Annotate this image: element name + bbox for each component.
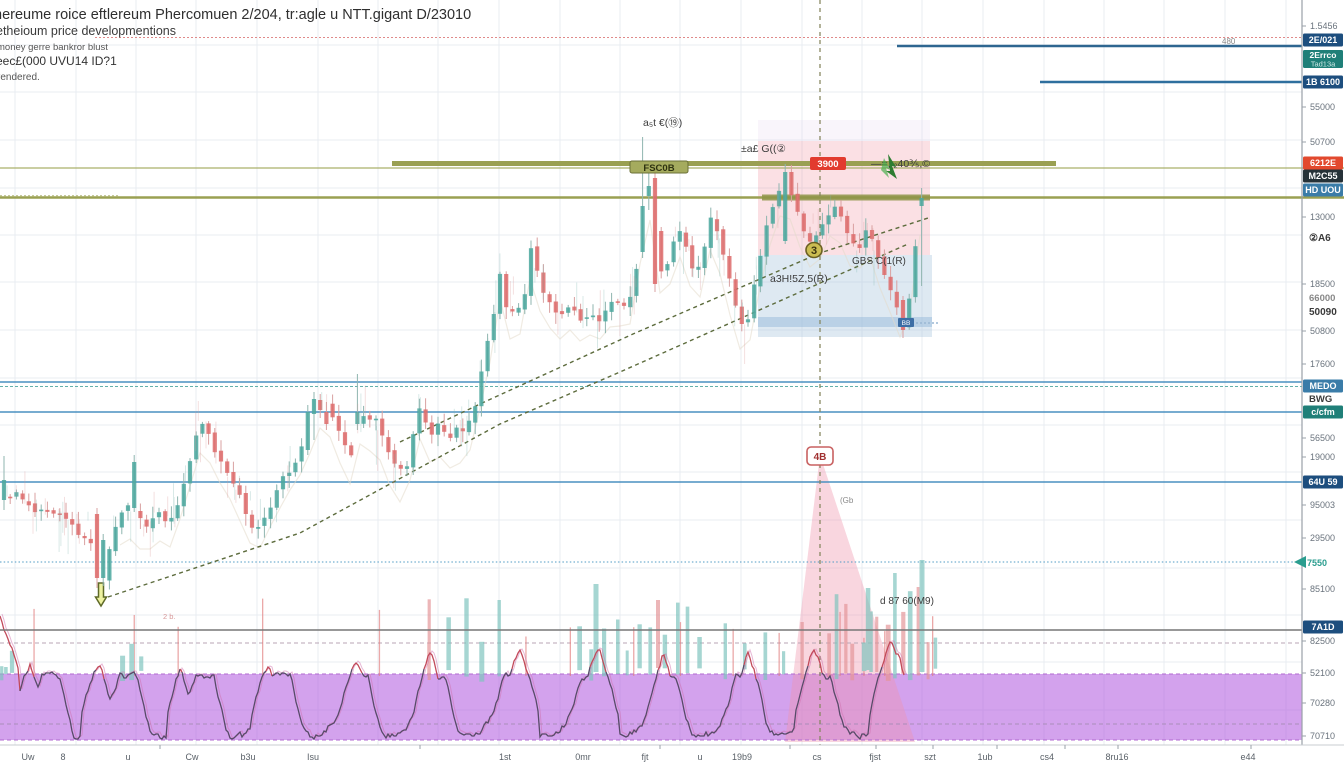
svg-text:13000: 13000 xyxy=(1310,212,1335,222)
svg-text:(Gb: (Gb xyxy=(840,496,854,505)
svg-text:4B: 4B xyxy=(814,452,827,463)
svg-text:u: u xyxy=(125,752,130,762)
svg-text:50700: 50700 xyxy=(1310,137,1335,147)
svg-text:c/cfm: c/cfm xyxy=(1311,407,1335,417)
svg-text:M2C55: M2C55 xyxy=(1308,171,1337,181)
svg-text:3900: 3900 xyxy=(817,159,838,170)
svg-text:52100: 52100 xyxy=(1310,668,1335,678)
svg-text:d 87 60(M9): d 87 60(M9) xyxy=(880,596,934,607)
svg-text:—=, ₂40⅗,©: —=, ₂40⅗,© xyxy=(871,158,930,170)
svg-text:Uw: Uw xyxy=(22,752,35,762)
svg-text:3: 3 xyxy=(811,245,817,257)
svg-text:82500: 82500 xyxy=(1310,636,1335,646)
svg-text:hereume roice eftlereum Pherco: hereume roice eftlereum Phercomuen 2/204… xyxy=(0,7,471,23)
svg-text:a₅t €(⑲): a₅t €(⑲) xyxy=(643,117,682,129)
svg-text:8: 8 xyxy=(60,752,65,762)
svg-text:Cw: Cw xyxy=(186,752,199,762)
svg-text:fjst: fjst xyxy=(869,752,881,762)
svg-text:64U 59: 64U 59 xyxy=(1308,477,1337,487)
svg-text:50090: 50090 xyxy=(1309,307,1337,318)
svg-text:GBS C(1(R): GBS C(1(R) xyxy=(852,256,906,267)
svg-text:56500: 56500 xyxy=(1310,433,1335,443)
svg-text:szt: szt xyxy=(924,752,936,762)
svg-text:17600: 17600 xyxy=(1310,359,1335,369)
svg-text:1B 6100: 1B 6100 xyxy=(1306,77,1340,87)
svg-text:e44: e44 xyxy=(1240,752,1255,762)
svg-text:②A6: ②A6 xyxy=(1309,233,1331,244)
svg-text:2Errco: 2Errco xyxy=(1310,50,1337,60)
svg-text:7550: 7550 xyxy=(1307,558,1327,568)
svg-text:8ru16: 8ru16 xyxy=(1105,752,1128,762)
svg-text:95003: 95003 xyxy=(1310,500,1335,510)
svg-text:BB: BB xyxy=(902,320,911,327)
svg-text:1st: 1st xyxy=(499,752,512,762)
svg-text:66000: 66000 xyxy=(1309,293,1335,304)
svg-text:2E/021: 2E/021 xyxy=(1309,35,1338,45)
svg-text:cs: cs xyxy=(813,752,823,762)
svg-text:FSC0B: FSC0B xyxy=(643,163,674,174)
svg-text:eec£(000 UVU14 ID?1: eec£(000 UVU14 ID?1 xyxy=(0,54,117,68)
svg-text:50800: 50800 xyxy=(1310,326,1335,336)
svg-text:0mr: 0mr xyxy=(575,752,591,762)
svg-text:1ub: 1ub xyxy=(977,752,992,762)
svg-text:29500: 29500 xyxy=(1310,533,1335,543)
svg-text:70280: 70280 xyxy=(1310,698,1335,708)
svg-text:18500: 18500 xyxy=(1310,279,1335,289)
svg-text:70710: 70710 xyxy=(1310,731,1335,741)
svg-text:6212E: 6212E xyxy=(1310,158,1336,168)
svg-text:1.5456: 1.5456 xyxy=(1310,21,1338,31)
svg-text:Isu: Isu xyxy=(307,752,319,762)
svg-text:19000: 19000 xyxy=(1310,452,1335,462)
svg-text:b3u: b3u xyxy=(240,752,255,762)
svg-text:MEDO: MEDO xyxy=(1310,381,1337,391)
svg-text:Tad13a: Tad13a xyxy=(1311,60,1336,69)
svg-text:2 b.: 2 b. xyxy=(163,612,176,621)
svg-text:fjt: fjt xyxy=(641,752,649,762)
svg-text:85100: 85100 xyxy=(1310,584,1335,594)
svg-text:BWG: BWG xyxy=(1309,394,1332,405)
svg-text:a3H!5Z,5(R): a3H!5Z,5(R) xyxy=(770,273,828,285)
svg-text:±a£ G((②: ±a£ G((② xyxy=(741,143,787,155)
svg-text:7A1D: 7A1D xyxy=(1311,622,1335,632)
svg-text:480: 480 xyxy=(1222,37,1236,46)
svg-text:money gerre bankror blust: money gerre bankror blust xyxy=(0,42,108,53)
svg-text:HD UOU: HD UOU xyxy=(1305,185,1341,195)
svg-text:19b9: 19b9 xyxy=(732,752,752,762)
svg-text:u: u xyxy=(697,752,702,762)
svg-text:cs4: cs4 xyxy=(1040,752,1054,762)
svg-text:etheioum price developmentions: etheioum price developmentions xyxy=(0,24,176,38)
svg-text:55000: 55000 xyxy=(1310,102,1335,112)
svg-text:rendered.: rendered. xyxy=(0,72,40,83)
